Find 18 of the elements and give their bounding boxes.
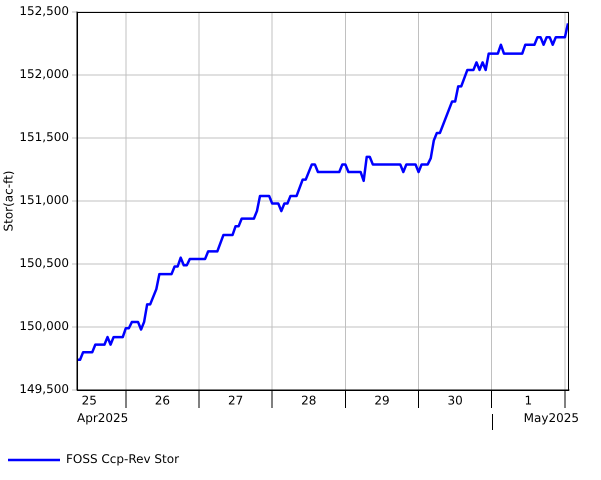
y-axis-title: Stor(ac-ft) <box>1 170 16 232</box>
text: Apr2025 <box>77 411 128 426</box>
text: May2025 <box>524 411 579 426</box>
x-tick-label: 30 <box>448 393 463 408</box>
y-tick-label: 152,500 <box>19 4 70 18</box>
x-tick-label: 26 <box>154 393 170 408</box>
x-tick-label: 25 <box>82 393 97 408</box>
x-tick-label: 28 <box>301 393 316 408</box>
legend-label: FOSS Ccp-Rev Stor <box>66 452 180 466</box>
y-tick-label: 150,000 <box>19 319 70 334</box>
x-tick-label: 27 <box>228 393 244 408</box>
y-tick-label: 152,000 <box>19 67 70 82</box>
x-tick-label: 29 <box>374 393 390 408</box>
y-tick-label: 149,500 <box>19 382 70 396</box>
x-tick-label: 1 <box>524 393 532 408</box>
y-tick-label: 150,500 <box>19 256 70 270</box>
y-tick-label: 151,500 <box>19 130 70 144</box>
y-tick-label: 151,000 <box>19 193 70 208</box>
